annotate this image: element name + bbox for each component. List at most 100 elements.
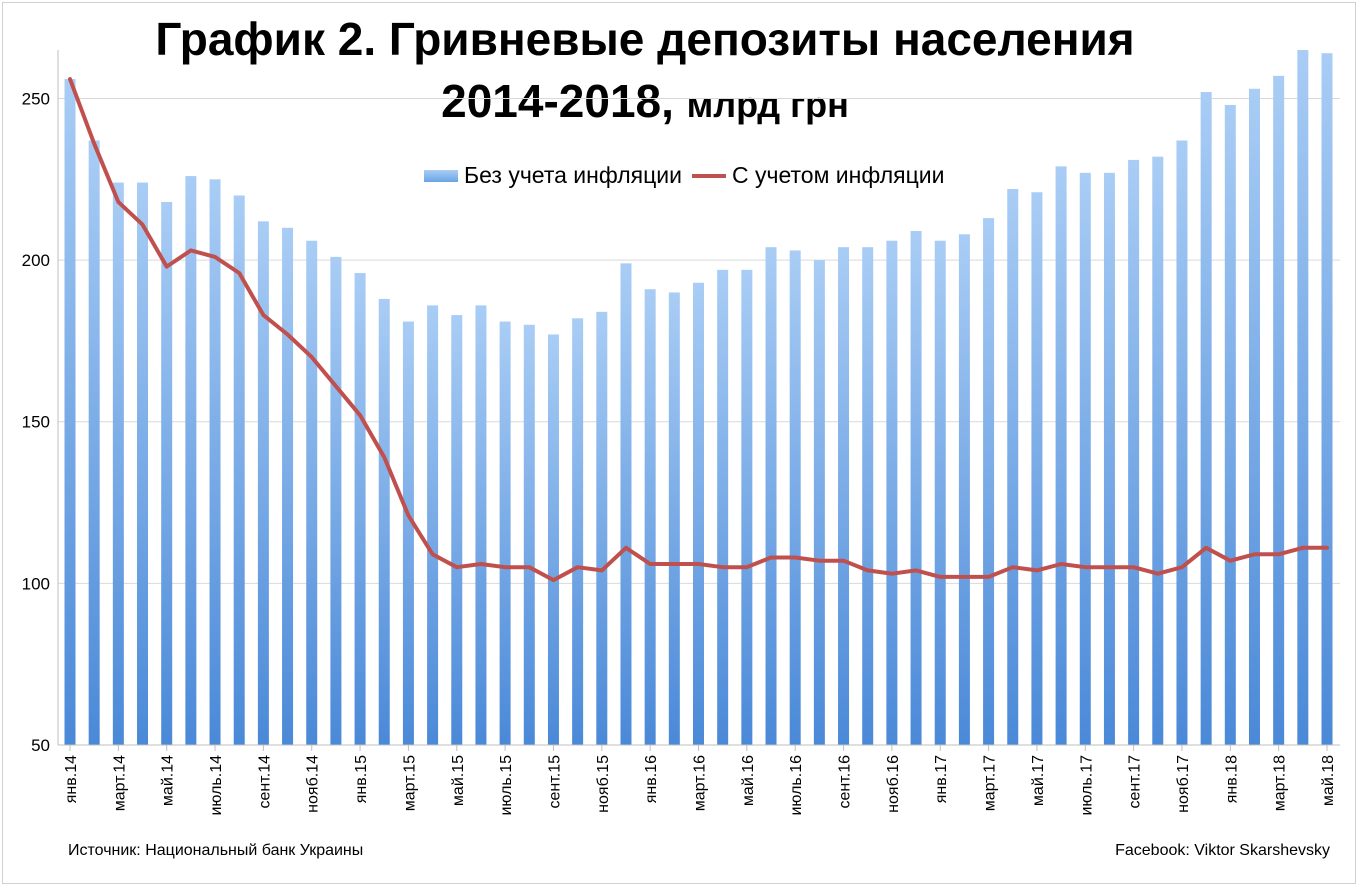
line-point-09.15 bbox=[552, 579, 554, 581]
bar-12.15 bbox=[620, 263, 632, 745]
bar-10.14 bbox=[282, 227, 294, 745]
x-tick-label: май.16 bbox=[740, 755, 757, 806]
line-point-01.16 bbox=[649, 563, 651, 565]
x-tick-label: янв.18 bbox=[1223, 755, 1240, 803]
bar-05.18 bbox=[1321, 53, 1333, 746]
bar-02.15 bbox=[378, 298, 390, 745]
x-tick-label: май.15 bbox=[450, 755, 467, 806]
bar-10.17 bbox=[1152, 156, 1164, 745]
line-point-04.15 bbox=[432, 553, 434, 555]
x-tick-label: янв.17 bbox=[933, 755, 950, 803]
bar-08.17 bbox=[1103, 172, 1115, 745]
x-tick-label: янв.16 bbox=[643, 755, 660, 803]
line-point-07.16 bbox=[794, 557, 796, 559]
y-tick-label: 200 bbox=[22, 251, 50, 270]
line-point-02.18 bbox=[1253, 553, 1255, 555]
bar-02.18 bbox=[1248, 88, 1260, 745]
line-point-02.14 bbox=[93, 143, 95, 145]
bar-06.16 bbox=[765, 247, 777, 746]
line-point-04.14 bbox=[142, 224, 144, 226]
line-point-08.17 bbox=[1108, 566, 1110, 568]
bar-09.16 bbox=[838, 247, 850, 746]
line-point-12.17 bbox=[1205, 547, 1207, 549]
x-tick-label: янв.15 bbox=[353, 755, 370, 803]
line-point-11.17 bbox=[1181, 566, 1183, 568]
line-point-08.16 bbox=[818, 560, 820, 562]
bar-01.17 bbox=[934, 240, 946, 745]
bar-06.15 bbox=[475, 305, 487, 745]
x-tick-label: нояб.16 bbox=[885, 755, 902, 813]
x-tick-label: май.17 bbox=[1030, 755, 1047, 806]
bar-04.18 bbox=[1297, 50, 1309, 745]
x-tick-label: нояб.17 bbox=[1175, 755, 1192, 813]
bar-04.14 bbox=[137, 182, 149, 745]
bar-04.15 bbox=[427, 305, 439, 745]
line-point-05.17 bbox=[1036, 569, 1038, 571]
x-tick-label: июль.16 bbox=[788, 755, 805, 816]
line-point-12.16 bbox=[915, 569, 917, 571]
bar-04.17 bbox=[1007, 189, 1019, 745]
bar-01.16 bbox=[644, 289, 656, 745]
bar-01.14 bbox=[64, 79, 76, 746]
line-point-07.14 bbox=[214, 256, 216, 258]
line-point-03.14 bbox=[117, 201, 119, 203]
line-point-01.14 bbox=[69, 78, 71, 80]
bar-09.17 bbox=[1128, 159, 1140, 745]
bar-07.16 bbox=[789, 250, 801, 745]
line-point-02.15 bbox=[383, 456, 385, 458]
line-point-09.16 bbox=[843, 560, 845, 562]
line-point-07.15 bbox=[504, 566, 506, 568]
line-point-10.14 bbox=[287, 333, 289, 335]
line-point-03.15 bbox=[407, 514, 409, 516]
line-point-01.15 bbox=[359, 414, 361, 416]
author-credit: Facebook: Viktor Skarshevsky bbox=[1115, 842, 1330, 859]
line-point-06.16 bbox=[770, 557, 772, 559]
line-point-05.18 bbox=[1326, 547, 1328, 549]
line-point-06.17 bbox=[1060, 563, 1062, 565]
line-point-12.14 bbox=[335, 385, 337, 387]
bar-07.17 bbox=[1079, 172, 1091, 745]
x-tick-label: нояб.14 bbox=[305, 755, 322, 813]
line-point-07.17 bbox=[1084, 566, 1086, 568]
x-tick-label: март.18 bbox=[1272, 755, 1289, 811]
bar-09.15 bbox=[547, 334, 559, 745]
bar-02.16 bbox=[668, 292, 680, 745]
x-tick-label: нояб.15 bbox=[595, 755, 612, 813]
line-point-03.17 bbox=[988, 576, 990, 578]
legend-label-bars: Без учета инфляции bbox=[464, 162, 682, 188]
x-tick-label: март.15 bbox=[401, 755, 418, 811]
x-tick-label: май.18 bbox=[1320, 755, 1337, 806]
y-tick-label: 50 bbox=[31, 736, 50, 755]
line-point-05.16 bbox=[746, 566, 748, 568]
bar-06.17 bbox=[1055, 166, 1067, 746]
bar-10.15 bbox=[572, 318, 584, 745]
bar-05.15 bbox=[451, 315, 463, 745]
bar-08.16 bbox=[813, 260, 825, 745]
y-tick-label: 100 bbox=[22, 574, 50, 593]
chart-title-years: 2014-2018, млрд грн bbox=[0, 74, 1290, 128]
legend-swatch-bars bbox=[424, 169, 458, 182]
bar-03.15 bbox=[402, 321, 414, 745]
line-point-11.14 bbox=[311, 356, 313, 358]
x-tick-label: март.14 bbox=[111, 755, 128, 811]
x-tick-label: март.16 bbox=[692, 755, 709, 811]
bar-01.18 bbox=[1224, 104, 1236, 745]
bar-02.14 bbox=[88, 140, 100, 746]
line-point-06.15 bbox=[480, 563, 482, 565]
bar-12.17 bbox=[1200, 92, 1212, 745]
bar-09.14 bbox=[257, 221, 269, 746]
bar-07.15 bbox=[499, 321, 511, 745]
x-tick-label: июль.15 bbox=[498, 755, 515, 816]
line-point-10.15 bbox=[577, 566, 579, 568]
chart-title-unit: млрд грн bbox=[686, 84, 849, 125]
x-tick-label: сент.16 bbox=[837, 755, 854, 809]
bar-06.14 bbox=[185, 176, 197, 745]
bar-11.17 bbox=[1176, 140, 1188, 746]
y-tick-label: 150 bbox=[22, 413, 50, 432]
line-point-05.15 bbox=[456, 566, 458, 568]
bar-04.16 bbox=[717, 269, 729, 745]
bar-12.14 bbox=[330, 256, 342, 745]
legend-swatch-line bbox=[692, 173, 726, 178]
line-point-04.17 bbox=[1012, 566, 1014, 568]
